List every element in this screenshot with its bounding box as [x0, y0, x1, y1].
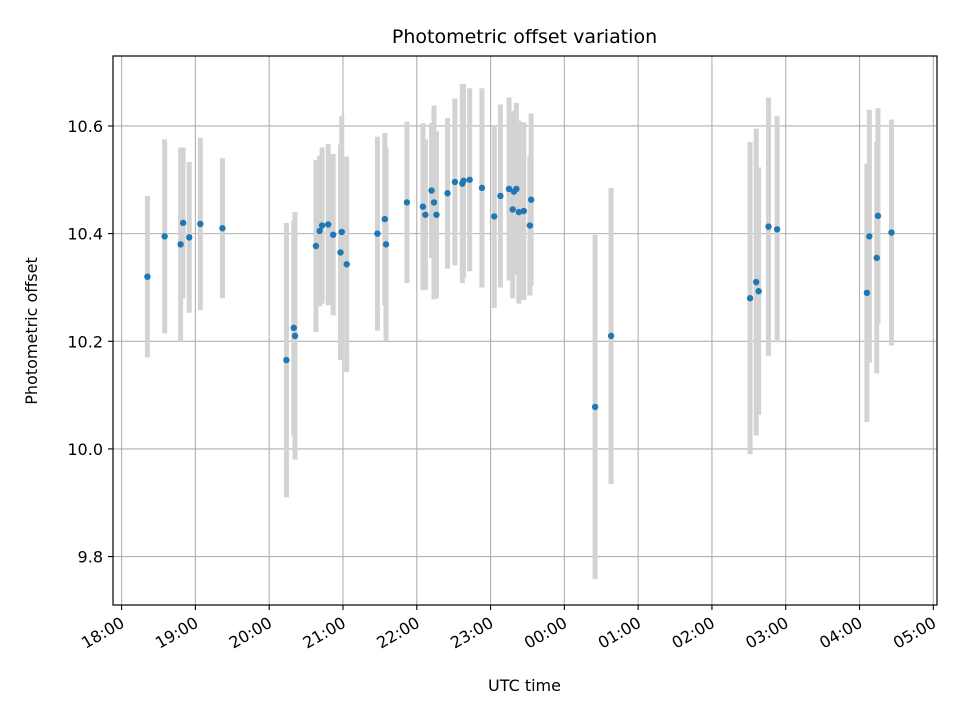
x-tick-label: 21:00	[300, 613, 349, 653]
data-point	[509, 206, 516, 213]
data-point	[318, 222, 326, 229]
data-point	[337, 249, 344, 256]
data-points	[144, 176, 895, 411]
y-axis-title: Photometric offset	[22, 257, 41, 405]
data-point	[329, 231, 337, 238]
data-point	[491, 213, 498, 220]
data-point	[874, 212, 882, 220]
x-tick-label: 23:00	[447, 613, 496, 653]
data-point	[144, 273, 151, 280]
y-tick-label: 10.6	[67, 117, 103, 136]
data-point	[291, 332, 299, 340]
x-tick-label: 05:00	[890, 613, 939, 653]
data-point	[433, 211, 440, 218]
data-point	[283, 356, 290, 364]
error-bars	[144, 83, 894, 580]
x-tick-label: 18:00	[78, 613, 127, 653]
data-point	[591, 403, 599, 411]
data-point	[186, 234, 193, 241]
data-point	[161, 233, 168, 240]
data-point	[478, 184, 486, 192]
y-tick-label: 10.4	[67, 225, 103, 244]
data-point	[451, 178, 459, 186]
y-tick-label: 9.8	[78, 548, 103, 567]
x-axis: 18:00 19:00 20:00 21:00 22:00 23:00 00:00 01:00…	[78, 605, 939, 653]
x-tick-label: 20:00	[226, 613, 275, 653]
data-point	[607, 332, 615, 340]
data-point	[888, 229, 895, 236]
y-tick-label: 10.0	[67, 440, 103, 459]
data-point	[526, 222, 534, 229]
y-axis: 9.8 10.0 10.2 10.4 10.6	[67, 117, 113, 567]
data-point	[179, 219, 187, 227]
data-point	[866, 233, 873, 240]
data-point	[430, 199, 438, 206]
data-point	[753, 278, 760, 286]
x-tick-label: 22:00	[373, 613, 422, 653]
x-tick-label: 02:00	[669, 613, 718, 653]
data-point	[419, 203, 427, 210]
data-point	[374, 230, 381, 237]
data-point	[219, 225, 226, 232]
data-point	[444, 190, 451, 197]
x-tick-label: 00:00	[521, 613, 570, 653]
x-tick-label: 19:00	[152, 613, 201, 653]
data-point	[343, 261, 350, 268]
data-point	[382, 241, 390, 248]
plot-frame	[112, 55, 938, 606]
data-point	[177, 241, 184, 248]
data-point	[863, 289, 871, 297]
data-point	[773, 226, 781, 233]
data-point	[765, 223, 772, 230]
data-point	[325, 221, 332, 228]
data-point	[527, 196, 535, 203]
data-point	[515, 208, 523, 216]
x-tick-label: 04:00	[816, 613, 865, 653]
data-point	[755, 288, 762, 295]
x-tick-label: 03:00	[742, 613, 791, 653]
chart-title: Photometric offset variation	[392, 26, 657, 48]
data-point	[197, 220, 204, 228]
data-point	[520, 207, 527, 215]
data-point	[381, 215, 388, 223]
data-point	[338, 228, 345, 236]
data-point	[316, 227, 323, 235]
data-point	[422, 211, 429, 218]
data-point	[312, 242, 320, 250]
data-point	[513, 185, 520, 193]
data-point	[403, 199, 411, 206]
data-point	[873, 254, 880, 262]
x-axis-title: UTC time	[488, 676, 561, 695]
data-point	[466, 176, 473, 183]
data-point	[746, 295, 754, 302]
y-tick-label: 10.2	[67, 332, 103, 351]
x-tick-label: 01:00	[595, 613, 644, 653]
data-point	[497, 192, 504, 200]
data-point	[505, 185, 513, 193]
data-point	[428, 187, 435, 194]
data-point	[460, 177, 467, 185]
data-point	[290, 324, 297, 332]
